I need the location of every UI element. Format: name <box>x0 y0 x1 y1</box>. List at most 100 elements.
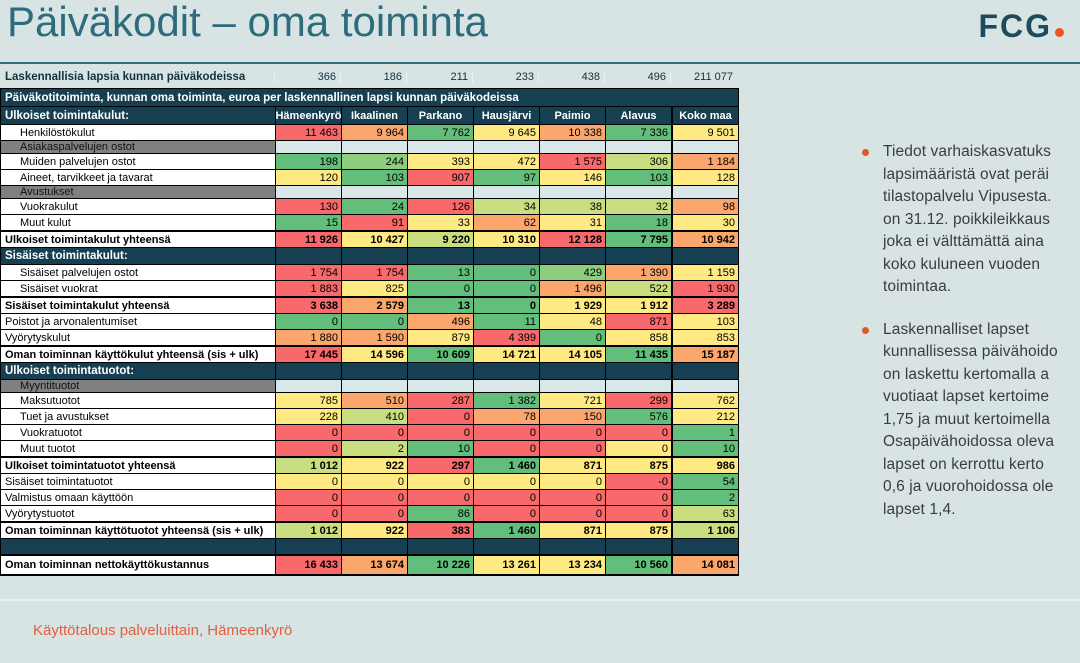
table-cell: 0 <box>275 314 341 329</box>
table-cell: 7 762 <box>407 125 473 140</box>
count-value: 366 <box>274 71 340 83</box>
logo-dot-icon <box>1055 28 1064 37</box>
table-cell <box>671 539 738 554</box>
table-cell: 0 <box>605 490 671 505</box>
table-cell: 785 <box>275 393 341 408</box>
table-cell <box>473 363 539 379</box>
table-row: Vuokratuotot 0 0 0 0 0 0 1 <box>1 424 738 440</box>
row-label: Maksutuotot <box>20 394 80 407</box>
row-label: Muut kulut <box>20 216 71 229</box>
count-value: 496 <box>604 71 670 83</box>
table-title-text: Päiväkotitoiminta, kunnan oma toiminta, … <box>5 91 519 104</box>
table-cell <box>671 363 738 379</box>
table-cell: 2 <box>671 490 738 505</box>
column-header: Parkano <box>407 107 473 124</box>
table-row: Aineet, tarvikkeet ja tavarat 120 103 907 97… <box>1 169 738 185</box>
table-cell: 1 929 <box>539 298 605 313</box>
table-cell: 14 721 <box>473 347 539 362</box>
table-cell: 15 187 <box>671 347 738 362</box>
table-cell: 86 <box>407 506 473 521</box>
table-cell <box>407 141 473 153</box>
table-cell: 1 184 <box>671 154 738 169</box>
table-row: Maksutuotot 785 510 287 1 382 721 299 762 <box>1 392 738 408</box>
count-value: 211 077 <box>670 71 737 83</box>
section-label: Ulkoiset toimintakulut: <box>5 109 129 122</box>
row-label: Oman toiminnan käyttökulut yhteensä (sis… <box>5 348 259 361</box>
title-divider <box>0 62 1080 64</box>
table-cell: 922 <box>341 458 407 473</box>
count-value: 438 <box>538 71 604 83</box>
table-cell: 825 <box>341 281 407 296</box>
table-cell <box>671 380 738 392</box>
table-cell: 0 <box>539 330 605 345</box>
bullet-icon <box>862 149 869 156</box>
table-cell: 1 912 <box>605 298 671 313</box>
table-cell: 18 <box>605 215 671 230</box>
table-cell: 1 106 <box>671 523 738 538</box>
table-cell: 24 <box>341 199 407 214</box>
table-cell: 0 <box>539 506 605 521</box>
table-cell: 0 <box>473 281 539 296</box>
table-cell: 0 <box>539 490 605 505</box>
table-cell: 0 <box>605 425 671 440</box>
table-cell: 3 638 <box>275 298 341 313</box>
table-cell <box>539 141 605 153</box>
table-cell <box>539 363 605 379</box>
table-cell: 13 <box>407 298 473 313</box>
table-cell: 62 <box>473 215 539 230</box>
table-cell <box>605 141 671 153</box>
table-row: Myyntituotot <box>1 379 738 392</box>
table-cell: 410 <box>341 409 407 424</box>
table-cell: 14 081 <box>671 556 738 574</box>
table-cell: 306 <box>605 154 671 169</box>
table-cell: 1 590 <box>341 330 407 345</box>
table-cell: 0 <box>539 425 605 440</box>
table-cell: 0 <box>473 474 539 489</box>
table-cell: 0 <box>473 265 539 280</box>
table-cell: 576 <box>605 409 671 424</box>
fcg-logo-text: FCG <box>978 8 1052 44</box>
table-cell <box>605 539 671 554</box>
table-row: Ulkoiset toimintatuotot yhteensä 1 012 922… <box>1 456 738 473</box>
table-cell: 0 <box>539 474 605 489</box>
table-cell <box>539 186 605 198</box>
table-cell: 2 <box>341 441 407 456</box>
table-cell <box>275 141 341 153</box>
table-cell: 0 <box>407 474 473 489</box>
table-row: Sisäiset vuokrat 1 883 825 0 0 1 496 522 1 930 <box>1 280 738 296</box>
table-cell: 875 <box>605 523 671 538</box>
table-cell <box>275 248 341 264</box>
table-cell: 0 <box>275 425 341 440</box>
table-row: Vyörytyskulut 1 880 1 590 879 4 399 0 858 853 <box>1 329 738 345</box>
table-row: Sisäiset palvelujen ostot 1 754 1 754 13 0 42… <box>1 264 738 280</box>
table-cell: 128 <box>671 170 738 185</box>
table-cell: 1 930 <box>671 281 738 296</box>
count-value: 211 <box>406 71 472 83</box>
table-cell: 0 <box>341 506 407 521</box>
table-row: Ulkoiset toimintakulut yhteensä 11 926 10 … <box>1 230 738 247</box>
table-cell <box>341 248 407 264</box>
table-cell: 34 <box>473 199 539 214</box>
note-text: Laskennalliset lapset kunnallisessa päiv… <box>883 320 1058 518</box>
table-cell: 13 <box>407 265 473 280</box>
row-label: Sisäiset toimintakulut: <box>5 250 128 262</box>
table-cell: 10 226 <box>407 556 473 574</box>
table-cell: 13 261 <box>473 556 539 574</box>
table-cell: 871 <box>539 523 605 538</box>
table-cell: 17 445 <box>275 347 341 362</box>
table-cell: 13 234 <box>539 556 605 574</box>
table-cell: 91 <box>341 215 407 230</box>
table-cell: 120 <box>275 170 341 185</box>
table-cell: 0 <box>341 474 407 489</box>
table-cell: 7 795 <box>605 232 671 247</box>
row-label: Vuokrakulut <box>20 200 78 213</box>
bullet-icon <box>862 326 869 334</box>
table-cell: 1 496 <box>539 281 605 296</box>
table-cell: 3 289 <box>671 298 738 313</box>
row-label: Henkilöstökulut <box>20 126 95 139</box>
table-cell <box>539 539 605 554</box>
table-cell: 871 <box>605 314 671 329</box>
table-cell: 10 338 <box>539 125 605 140</box>
table-cell: 0 <box>341 490 407 505</box>
table-cell: 9 964 <box>341 125 407 140</box>
